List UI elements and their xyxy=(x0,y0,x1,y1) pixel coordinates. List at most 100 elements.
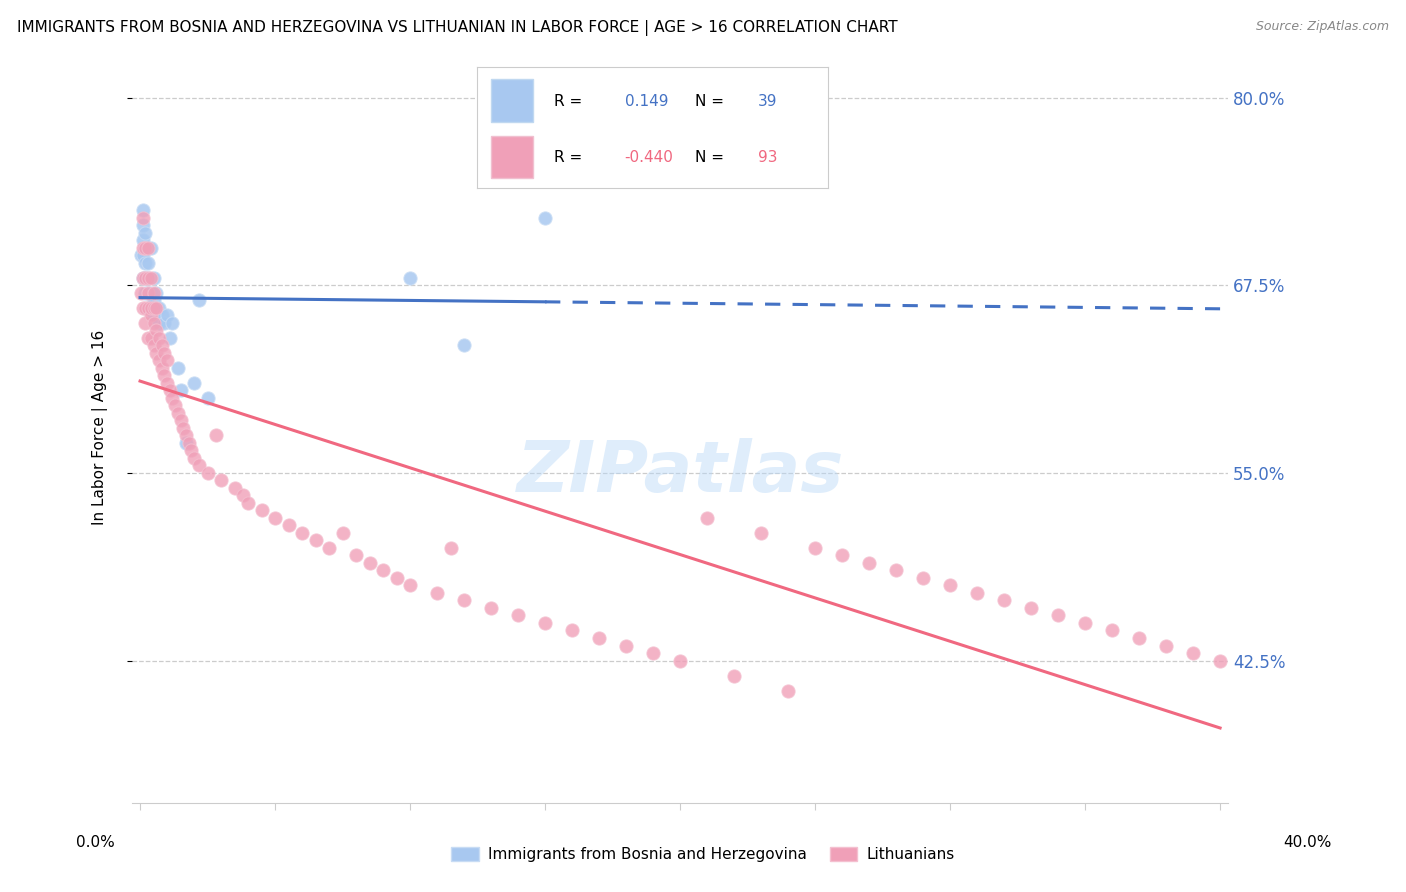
Point xyxy=(669,653,692,667)
Point xyxy=(1019,601,1042,615)
Point xyxy=(174,428,197,442)
Point xyxy=(1128,631,1150,645)
Point xyxy=(132,241,155,255)
Point xyxy=(145,323,167,337)
Point xyxy=(197,391,219,405)
Point xyxy=(831,549,853,563)
Point xyxy=(1047,608,1070,623)
Point xyxy=(142,270,165,285)
Point xyxy=(188,458,211,473)
Point xyxy=(332,525,354,540)
Y-axis label: In Labor Force | Age > 16: In Labor Force | Age > 16 xyxy=(93,330,108,525)
Point xyxy=(142,316,165,330)
Point xyxy=(180,443,202,458)
Point xyxy=(148,331,170,345)
Point xyxy=(145,345,167,359)
Point xyxy=(174,435,197,450)
Point xyxy=(134,316,156,330)
Point xyxy=(172,421,194,435)
Point xyxy=(136,270,159,285)
Text: IMMIGRANTS FROM BOSNIA AND HERZEGOVINA VS LITHUANIAN IN LABOR FORCE | AGE > 16 C: IMMIGRANTS FROM BOSNIA AND HERZEGOVINA V… xyxy=(17,20,897,36)
Point xyxy=(134,270,156,285)
Point xyxy=(696,511,718,525)
Point xyxy=(162,316,184,330)
Point xyxy=(134,285,156,300)
Point xyxy=(162,391,184,405)
Point xyxy=(132,203,155,218)
Point xyxy=(134,301,156,315)
Point xyxy=(884,564,907,578)
Point xyxy=(169,384,191,398)
Point xyxy=(359,556,381,570)
Point xyxy=(177,435,200,450)
Point xyxy=(134,226,156,240)
Point xyxy=(150,360,173,375)
Point xyxy=(159,384,181,398)
Point xyxy=(132,211,155,225)
Point xyxy=(1182,646,1205,660)
Point xyxy=(159,331,181,345)
Point xyxy=(561,624,583,638)
Point xyxy=(134,241,156,255)
Point xyxy=(156,376,179,390)
Point xyxy=(139,270,162,285)
Point xyxy=(1074,615,1097,630)
Point xyxy=(250,503,273,517)
Point xyxy=(209,474,232,488)
Point xyxy=(136,301,159,315)
Point xyxy=(134,241,156,255)
Point xyxy=(142,285,165,300)
Point xyxy=(156,308,179,322)
Point xyxy=(426,586,449,600)
Point xyxy=(614,639,637,653)
Text: 40.0%: 40.0% xyxy=(1284,836,1331,850)
Point xyxy=(188,293,211,308)
Point xyxy=(136,241,159,255)
Point xyxy=(165,398,187,412)
Point xyxy=(139,308,162,322)
Point xyxy=(778,683,800,698)
Point xyxy=(453,593,475,607)
Point xyxy=(453,338,475,352)
Point xyxy=(142,338,165,352)
Point xyxy=(479,601,502,615)
Point xyxy=(132,233,155,247)
Point xyxy=(232,488,254,502)
Point xyxy=(145,285,167,300)
Point xyxy=(132,270,155,285)
Point xyxy=(153,345,176,359)
Point xyxy=(142,308,165,322)
Point xyxy=(150,338,173,352)
Point xyxy=(132,270,155,285)
Point xyxy=(134,270,156,285)
Point xyxy=(136,285,159,300)
Point xyxy=(534,615,557,630)
Point xyxy=(150,308,173,322)
Point xyxy=(139,285,162,300)
Text: ZIPatlas: ZIPatlas xyxy=(516,438,844,508)
Text: 0.0%: 0.0% xyxy=(76,836,115,850)
Point xyxy=(318,541,340,555)
Point xyxy=(132,301,155,315)
Point xyxy=(277,518,299,533)
Point xyxy=(506,608,529,623)
Point xyxy=(136,285,159,300)
Point xyxy=(153,368,176,383)
Point xyxy=(399,578,422,592)
Point xyxy=(749,525,772,540)
Point xyxy=(139,301,162,315)
Point xyxy=(156,353,179,368)
Point xyxy=(142,301,165,315)
Point xyxy=(588,631,610,645)
Point xyxy=(139,331,162,345)
Point xyxy=(131,248,153,262)
Point xyxy=(385,571,408,585)
Point xyxy=(131,285,153,300)
Point xyxy=(183,376,205,390)
Point xyxy=(142,293,165,308)
Point xyxy=(224,481,246,495)
Point xyxy=(139,301,162,315)
Point xyxy=(344,549,367,563)
Text: Source: ZipAtlas.com: Source: ZipAtlas.com xyxy=(1256,20,1389,33)
Point xyxy=(291,525,314,540)
